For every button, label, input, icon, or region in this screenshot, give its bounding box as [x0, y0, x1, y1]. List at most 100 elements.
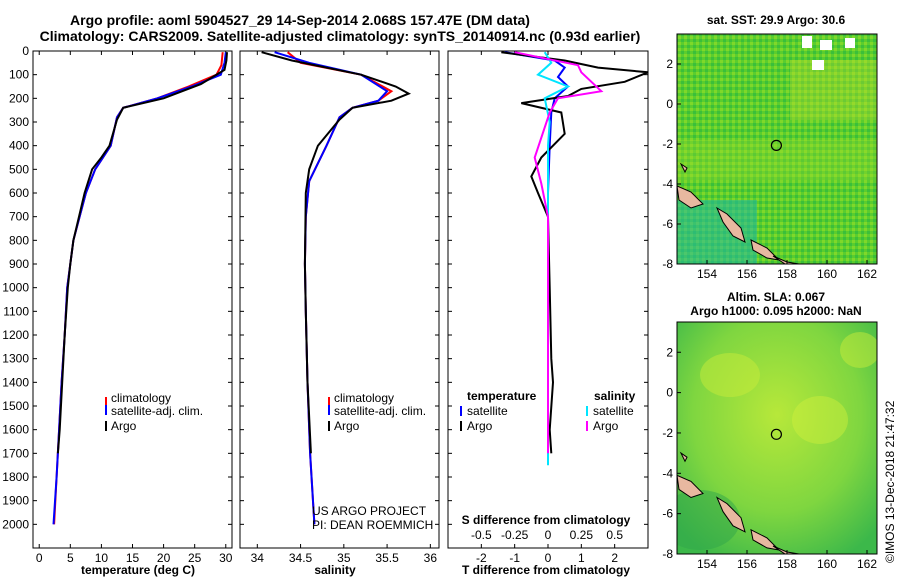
lon-tick-label: 160: [817, 267, 837, 281]
depth-tick-label: 1500: [2, 399, 29, 413]
x-tick-label: 34: [251, 551, 265, 565]
depth-tick-label: 1700: [2, 446, 29, 460]
salinity-legend-satellite: satellite-adj. clim.: [334, 404, 426, 418]
s-diff-tick-label: 0.25: [570, 528, 594, 542]
salinity-x-axis: 34 34.5 35 35.5 36: [251, 51, 437, 565]
difference-legend: temperature satellite Argo salinity sate…: [460, 389, 636, 433]
difference-legend-temperature-title: temperature: [467, 389, 537, 403]
depth-tick-label: 1200: [2, 328, 29, 342]
series-line-climatology: [286, 51, 394, 525]
lon-tick-label: 160: [817, 557, 837, 571]
series-line-satellite-adj-clim-: [52, 52, 227, 525]
sla-map-panel: Altim. SLA: 0.067 Argo h1000: 0.095 h200…: [662, 290, 878, 571]
difference-panel: -2 -1 0 1 2 T difference from climatology S …: [447, 50, 649, 577]
series-line-argo: [261, 51, 412, 454]
sla-map-title-line1: Altim. SLA: 0.067: [727, 290, 825, 304]
sst-argo-location-marker: [770, 139, 783, 151]
series-line-s-satellite: [536, 51, 571, 466]
sst-map-panel: sat. SST: 29.9 Argo: 30.6 154 156 158 160 16…: [662, 13, 878, 281]
island-shape: [750, 528, 781, 551]
depth-tick-label: 100: [9, 68, 29, 82]
lon-tick-label: 158: [777, 557, 797, 571]
depth-tick-label: 1900: [2, 494, 29, 508]
lon-tick-label: 154: [697, 267, 717, 281]
x-tick-label: 35: [337, 551, 351, 565]
lon-tick-label: 162: [857, 267, 877, 281]
depth-tick-label: 1600: [2, 423, 29, 437]
x-tick-label: 0: [545, 551, 552, 565]
depth-tick-label: 0: [22, 44, 29, 58]
series-line-t-argo: [501, 51, 649, 454]
depth-tick-label: 1100: [3, 304, 29, 318]
temperature-legend-satellite: satellite-adj. clim.: [111, 404, 203, 418]
island-shape: [677, 474, 704, 499]
temperature-axes-frame: [32, 50, 233, 549]
island-shape: [677, 185, 704, 209]
depth-tick-label: 1000: [2, 281, 29, 295]
difference-legend-t-satellite: satellite: [467, 404, 508, 418]
salinity-legend-climatology: climatology: [334, 391, 394, 405]
difference-legend-salinity-title: salinity: [594, 389, 636, 403]
series-line-argo: [56, 52, 228, 454]
depth-tick-label: 400: [9, 139, 29, 153]
island-shape: [750, 239, 781, 261]
sla-map-frame: [676, 321, 878, 555]
lat-tick-label: 2: [666, 57, 673, 71]
x-tick-label: 25: [188, 551, 202, 565]
salinity-xlabel: salinity: [314, 563, 356, 577]
lat-tick-label: -2: [662, 426, 673, 440]
lon-tick-label: 156: [737, 267, 757, 281]
x-tick-label: 15: [126, 551, 140, 565]
difference-legend-s-satellite: satellite: [593, 404, 634, 418]
island-shape: [679, 451, 688, 463]
lon-tick-label: 162: [857, 557, 877, 571]
x-tick-label: 20: [157, 551, 171, 565]
lat-tick-label: -2: [662, 137, 673, 151]
x-tick-label: 1: [578, 551, 585, 565]
depth-tick-label: 1800: [2, 470, 29, 484]
lat-tick-label: -8: [662, 547, 673, 561]
depth-tick-label: 1400: [2, 375, 29, 389]
depth-tick-label: 2000: [2, 517, 29, 531]
sla-map-axes: 154 156 158 160 162 2 0 -2 -4 -6 -8: [662, 345, 877, 571]
depth-tick-label: 700: [9, 210, 29, 224]
depth-tick-label: 800: [9, 233, 29, 247]
temperature-legend-argo: Argo: [111, 419, 137, 433]
lat-tick-label: -6: [662, 507, 673, 521]
x-tick-label: 2: [611, 551, 618, 565]
lat-tick-label: -8: [662, 257, 673, 271]
salinity-legend: climatology satellite-adj. clim. Argo: [328, 391, 426, 433]
project-credit-line2: PI: DEAN ROEMMICH: [312, 518, 433, 532]
island-shape: [679, 162, 688, 174]
temperature-xlabel: temperature (deg C): [81, 563, 195, 577]
figure-title-line2: Climatology: CARS2009. Satellite-adjuste…: [40, 28, 641, 44]
x-tick-label: 0: [36, 551, 43, 565]
project-credit-line1: US ARGO PROJECT: [312, 504, 427, 518]
sla-coastline: [677, 451, 800, 554]
depth-tick-label: 900: [9, 257, 29, 271]
island-shape: [772, 545, 800, 554]
lat-tick-label: -4: [662, 177, 673, 191]
x-tick-label: -2: [476, 551, 487, 565]
difference-xlabel: T difference from climatology: [462, 563, 630, 577]
depth-axis: 0 100 200 300 400 500 600 700 800 900 1000 1100 1200…: [2, 44, 232, 531]
salinity-legend-argo: Argo: [334, 419, 360, 433]
depth-tick-label: 500: [9, 162, 29, 176]
depth-tick-label: 600: [9, 186, 29, 200]
difference-top-xlabel: S difference from climatology: [462, 513, 631, 527]
lat-tick-label: 2: [666, 345, 673, 359]
series-line-climatology: [53, 52, 224, 525]
lat-tick-label: -4: [662, 466, 673, 480]
salinity-depth-ticks: [240, 50, 439, 525]
s-diff-tick-label: -0.25: [501, 528, 529, 542]
sla-map-title-line2: Argo h1000: 0.095 h2000: NaN: [690, 304, 861, 318]
salinity-profile-panel: 34 34.5 35 35.5 36 salinity climatology sate…: [239, 50, 440, 577]
island-shape: [715, 496, 746, 533]
series-line-satellite-adj-clim-: [274, 51, 389, 525]
figure-title-line1: Argo profile: aoml 5904527_29 14-Sep-201…: [70, 12, 530, 28]
temperature-x-axis: 0 5 10 15 20 25 30: [36, 51, 233, 565]
temperature-legend-climatology: climatology: [111, 391, 171, 405]
difference-x-axis: -2 -1 0 1 2: [476, 51, 618, 565]
s-diff-tick-label: 0: [545, 528, 552, 542]
